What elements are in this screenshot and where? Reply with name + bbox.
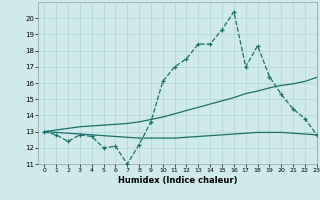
X-axis label: Humidex (Indice chaleur): Humidex (Indice chaleur) — [118, 176, 237, 185]
